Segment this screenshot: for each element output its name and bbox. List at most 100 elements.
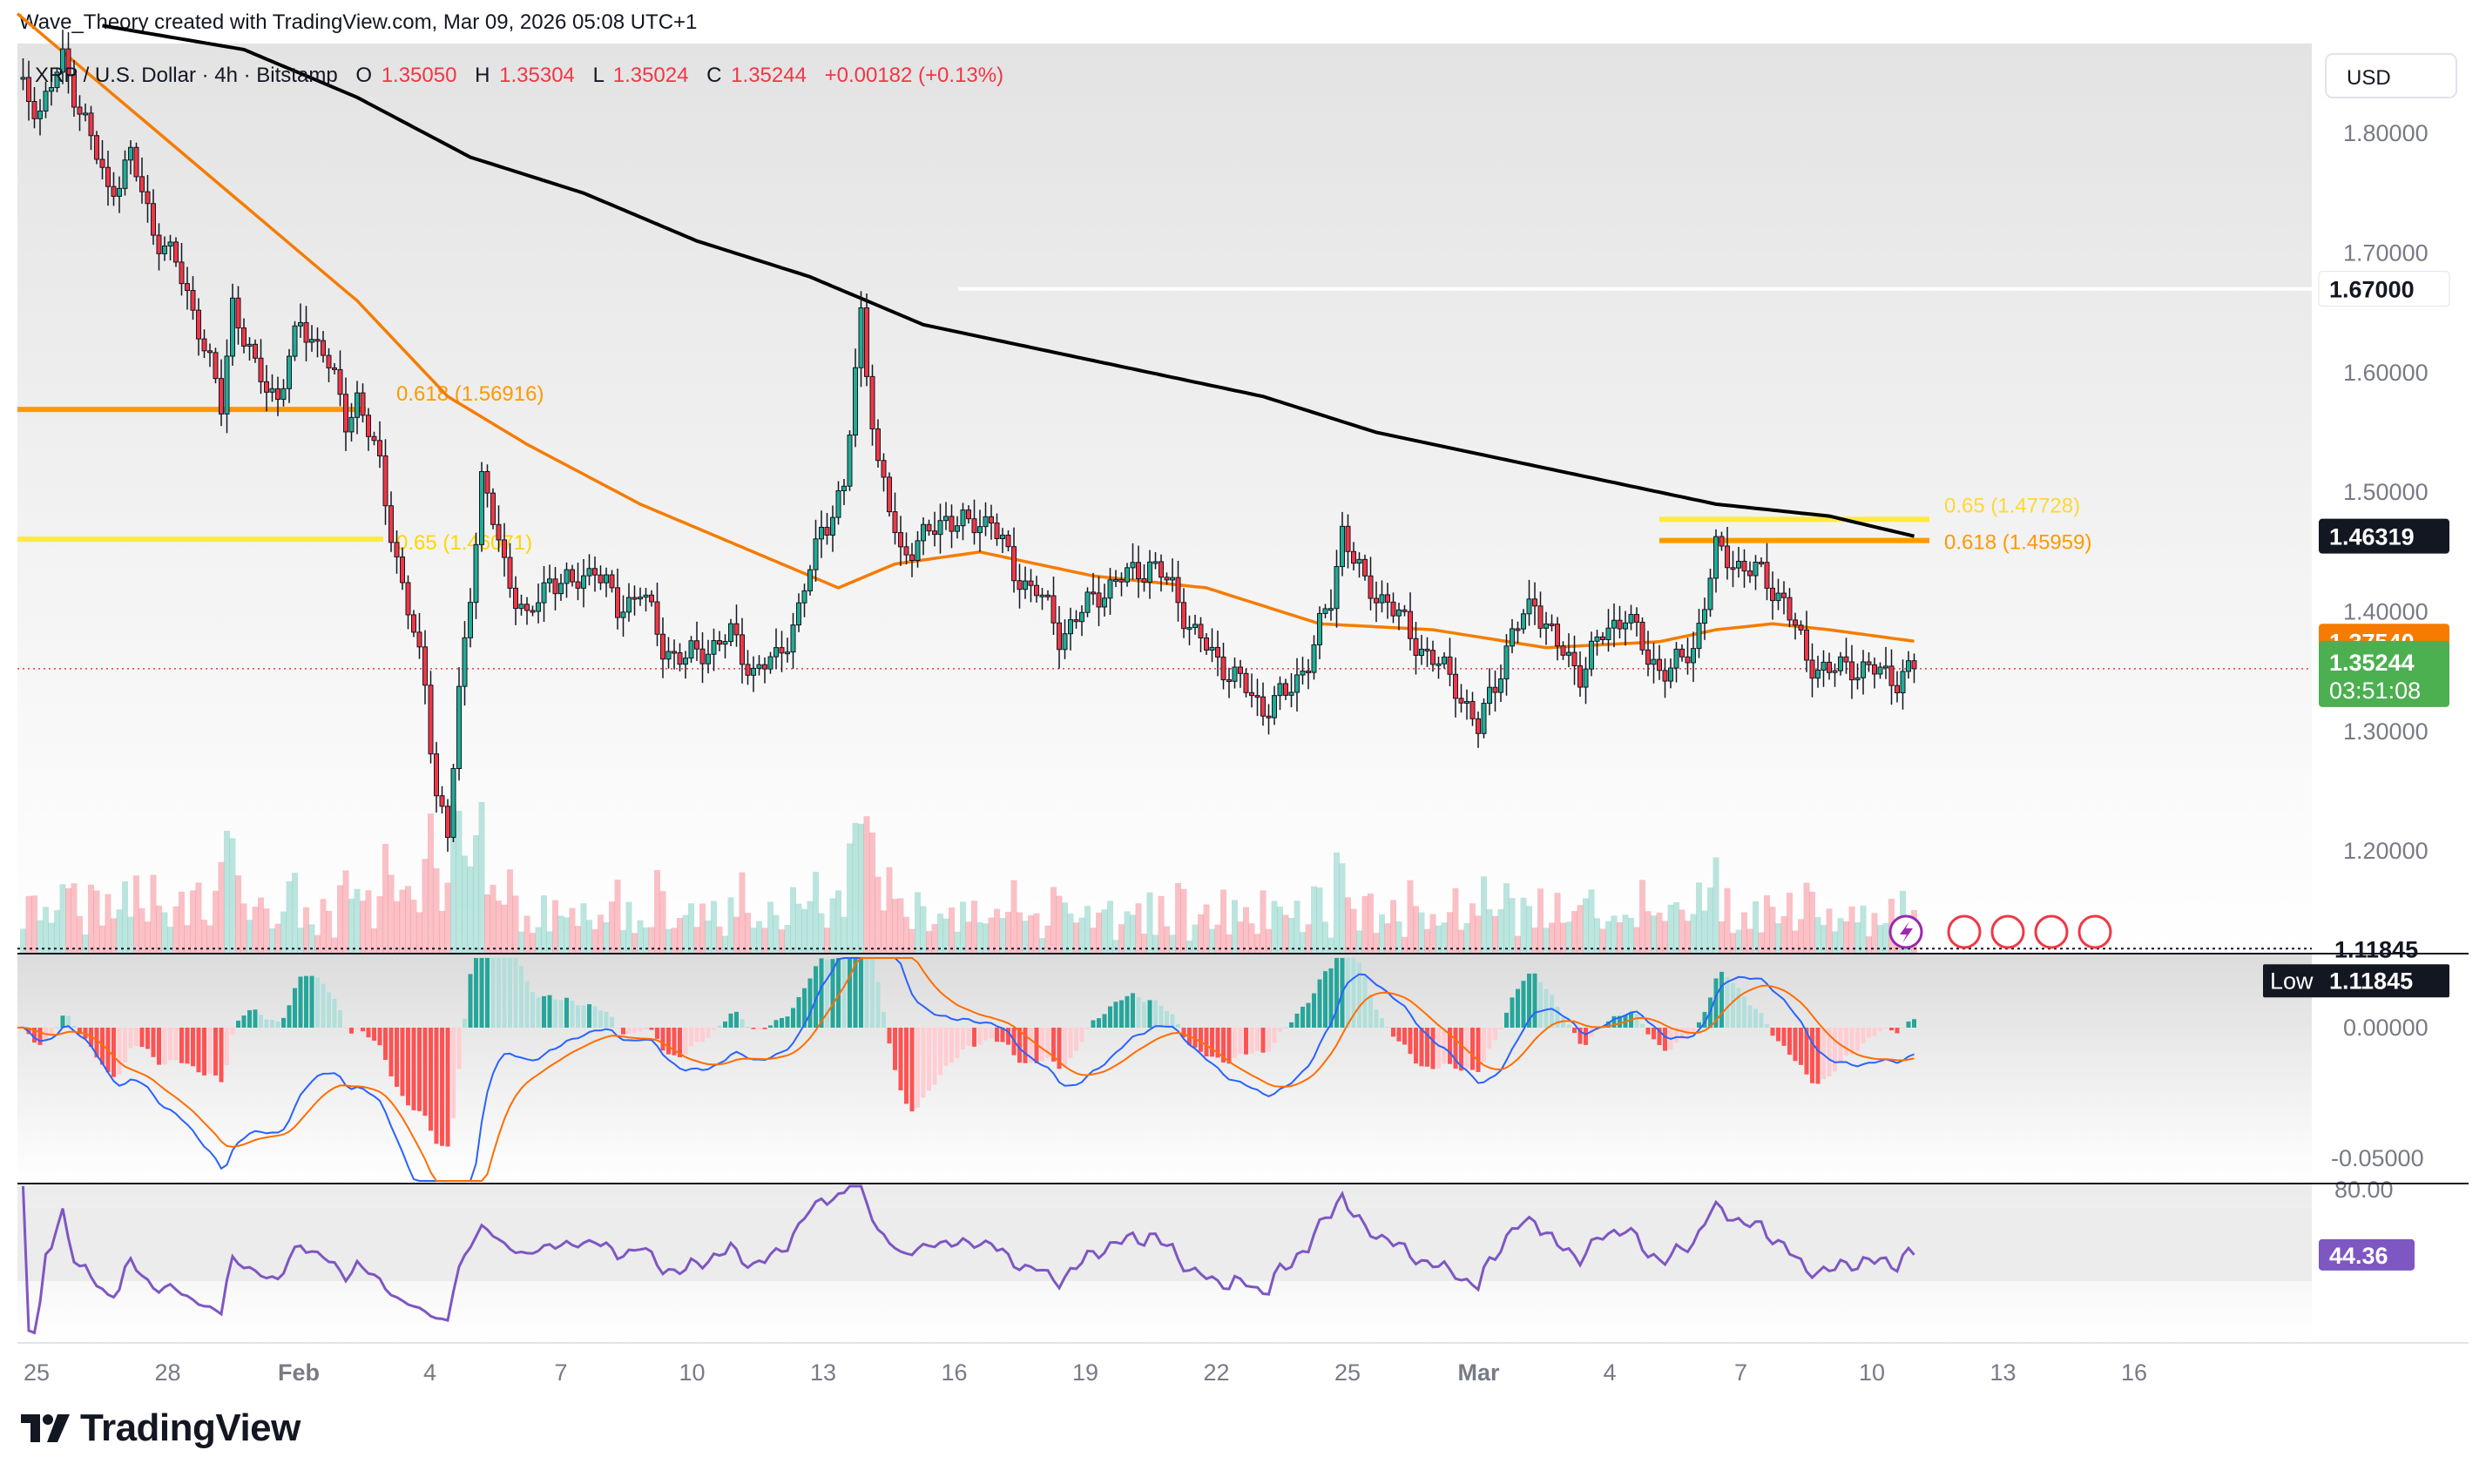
candle-body[interactable] <box>1390 601 1396 617</box>
candle-body[interactable] <box>779 647 785 654</box>
candle-body[interactable] <box>411 614 416 633</box>
candle-body[interactable] <box>581 575 586 589</box>
candle-body[interactable] <box>88 112 94 137</box>
candle-body[interactable] <box>1170 577 1175 581</box>
candle-body[interactable] <box>955 525 960 532</box>
candle-body[interactable] <box>1147 561 1152 583</box>
candle-body[interactable] <box>314 339 321 342</box>
candle-body[interactable] <box>111 186 117 197</box>
candle-body[interactable] <box>462 637 468 687</box>
candle-body[interactable] <box>269 388 275 393</box>
candle-body[interactable] <box>1340 525 1345 568</box>
candle-body[interactable] <box>1272 695 1277 718</box>
candle-body[interactable] <box>796 602 801 626</box>
candle-body[interactable] <box>1815 669 1821 679</box>
candle-body[interactable] <box>416 631 422 648</box>
candle-body[interactable] <box>751 667 756 676</box>
candle-body[interactable] <box>892 511 898 534</box>
candle-body[interactable] <box>1152 561 1159 564</box>
candle-body[interactable] <box>790 624 796 653</box>
candle-body[interactable] <box>1589 640 1594 670</box>
candle-body[interactable] <box>1288 691 1294 696</box>
candle-body[interactable] <box>949 516 955 532</box>
candle-body[interactable] <box>1532 598 1537 607</box>
candle-body[interactable] <box>881 460 887 478</box>
candle-body[interactable] <box>1300 671 1306 676</box>
candle-body[interactable] <box>1503 645 1510 680</box>
candle-body[interactable] <box>1011 546 1017 582</box>
candle-body[interactable] <box>1107 579 1113 599</box>
candle-body[interactable] <box>722 641 728 645</box>
candle-body[interactable] <box>117 187 122 197</box>
candle-body[interactable] <box>1311 644 1317 673</box>
candle-body[interactable] <box>1843 656 1849 663</box>
candle-body[interactable] <box>247 343 253 347</box>
candle-body[interactable] <box>94 135 99 160</box>
candle-body[interactable] <box>1317 612 1322 645</box>
candle-body[interactable] <box>518 604 524 610</box>
candle-body[interactable] <box>530 610 536 613</box>
candle-body[interactable] <box>604 574 609 583</box>
candle-body[interactable] <box>1741 560 1747 572</box>
candle-body[interactable] <box>43 91 49 112</box>
candle-body[interactable] <box>1481 703 1487 734</box>
candle-body[interactable] <box>1243 672 1249 693</box>
candle-body[interactable] <box>728 623 733 643</box>
candle-body[interactable] <box>1515 628 1521 631</box>
candle-body[interactable] <box>1605 627 1611 641</box>
candle-body[interactable] <box>875 428 881 462</box>
candle-body[interactable] <box>1118 578 1125 583</box>
candle-body[interactable] <box>1798 624 1804 631</box>
candle-body[interactable] <box>620 611 626 618</box>
candle-body[interactable] <box>564 569 570 584</box>
candle-body[interactable] <box>1000 534 1005 539</box>
candle-body[interactable] <box>1872 664 1877 675</box>
candle-body[interactable] <box>1702 609 1707 624</box>
candle-body[interactable] <box>1600 636 1605 641</box>
candle-body[interactable] <box>1062 633 1068 651</box>
candle-body[interactable] <box>1419 648 1424 657</box>
candle-body[interactable] <box>145 191 151 205</box>
candle-body[interactable] <box>819 526 824 540</box>
candle-body[interactable] <box>706 653 711 664</box>
candle-body[interactable] <box>1634 614 1639 623</box>
candle-body[interactable] <box>1651 658 1657 665</box>
candle-body[interactable] <box>1623 622 1628 630</box>
candle-body[interactable] <box>1192 624 1198 629</box>
candle-body[interactable] <box>1436 663 1442 666</box>
candle-body[interactable] <box>1017 580 1023 590</box>
candle-body[interactable] <box>1175 577 1181 604</box>
candle-body[interactable] <box>1469 700 1476 719</box>
candle-body[interactable] <box>830 516 835 536</box>
candle-body[interactable] <box>853 367 858 436</box>
candle-body[interactable] <box>989 516 994 523</box>
candle-body[interactable] <box>1374 597 1379 604</box>
candle-body[interactable] <box>1215 646 1220 658</box>
candle-body[interactable] <box>49 87 54 92</box>
candle-body[interactable] <box>456 685 462 769</box>
candle-body[interactable] <box>1804 629 1809 661</box>
candle-body[interactable] <box>1577 665 1583 688</box>
candle-body[interactable] <box>1136 562 1141 580</box>
candle-body[interactable] <box>337 368 343 395</box>
candle-body[interactable] <box>156 234 162 254</box>
candle-body[interactable] <box>903 546 909 556</box>
candle-body[interactable] <box>264 381 269 393</box>
candle-body[interactable] <box>360 392 366 416</box>
candle-body[interactable] <box>1028 580 1034 586</box>
candle-body[interactable] <box>615 587 620 618</box>
last-price-badge[interactable] <box>2319 640 2449 707</box>
candle-body[interactable] <box>643 594 649 598</box>
candle-body[interactable] <box>699 648 706 664</box>
candle-body[interactable] <box>1385 594 1390 603</box>
candle-body[interactable] <box>921 523 926 542</box>
candle-body[interactable] <box>507 556 513 589</box>
candle-body[interactable] <box>230 297 235 357</box>
candle-body[interactable] <box>1571 651 1577 667</box>
candle-body[interactable] <box>977 526 983 534</box>
candle-body[interactable] <box>1254 695 1260 698</box>
candle-body[interactable] <box>1713 536 1719 579</box>
candle-body[interactable] <box>626 597 632 613</box>
candle-body[interactable] <box>213 352 219 380</box>
candle-body[interactable] <box>773 647 779 658</box>
